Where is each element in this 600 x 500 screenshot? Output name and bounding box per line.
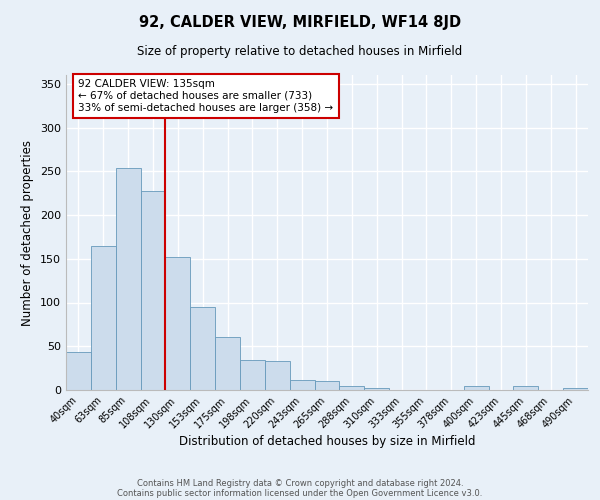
Text: 92, CALDER VIEW, MIRFIELD, WF14 8JD: 92, CALDER VIEW, MIRFIELD, WF14 8JD (139, 15, 461, 30)
X-axis label: Distribution of detached houses by size in Mirfield: Distribution of detached houses by size … (179, 436, 475, 448)
Bar (190, 307, 215, 390)
Bar (464, 386, 488, 390)
Bar (140, 190, 166, 390)
Bar (166, 257, 190, 390)
Bar (514, 386, 538, 390)
Bar (91, 246, 116, 390)
Bar (215, 336, 240, 390)
Bar (240, 360, 265, 390)
Bar (314, 381, 340, 390)
Bar (265, 361, 290, 390)
Bar (563, 388, 588, 390)
Bar (340, 386, 364, 390)
Bar (290, 380, 314, 390)
Bar (364, 388, 389, 390)
Text: Size of property relative to detached houses in Mirfield: Size of property relative to detached ho… (137, 45, 463, 58)
Text: 92 CALDER VIEW: 135sqm
← 67% of detached houses are smaller (733)
33% of semi-de: 92 CALDER VIEW: 135sqm ← 67% of detached… (79, 80, 334, 112)
Text: Contains public sector information licensed under the Open Government Licence v3: Contains public sector information licen… (118, 488, 482, 498)
Bar (116, 168, 140, 390)
Y-axis label: Number of detached properties: Number of detached properties (22, 140, 34, 326)
Bar (66, 352, 91, 390)
Text: Contains HM Land Registry data © Crown copyright and database right 2024.: Contains HM Land Registry data © Crown c… (137, 478, 463, 488)
